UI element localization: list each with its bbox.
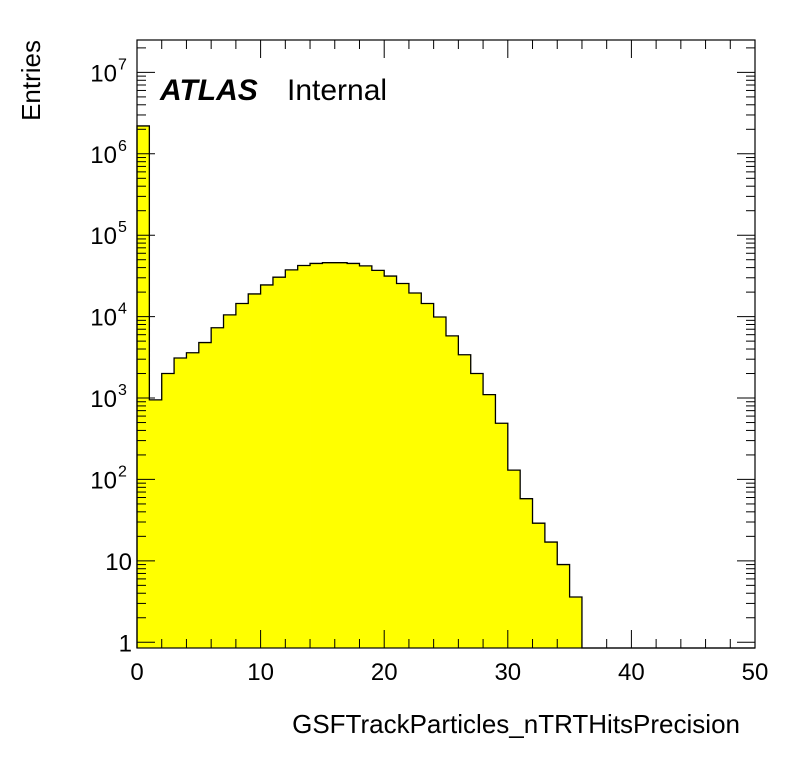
y-tick-label: 10 <box>90 223 117 250</box>
histogram-bar <box>446 335 459 648</box>
x-tick-label: 20 <box>371 659 398 686</box>
histogram-bar <box>137 125 150 649</box>
histogram-bar <box>223 314 237 648</box>
histogram-bar <box>161 373 175 648</box>
x-tick-label: 0 <box>130 659 143 686</box>
y-tick-exponent: 7 <box>118 56 127 73</box>
histogram-bar <box>371 270 385 648</box>
histogram-bar <box>433 316 447 648</box>
y-tick-label: 10 <box>90 305 117 332</box>
y-tick-label: 1 <box>119 630 132 657</box>
x-tick-label: 10 <box>247 659 274 686</box>
histogram-bar <box>186 352 200 648</box>
y-tick-label: 10 <box>90 142 117 169</box>
histogram-bar <box>322 262 336 648</box>
histogram-bar <box>569 596 583 648</box>
histogram-bar <box>507 470 521 648</box>
y-tick-exponent: 2 <box>118 463 127 480</box>
histogram-bar <box>297 265 311 648</box>
histogram-bar <box>285 269 299 648</box>
histogram-bars <box>136 125 755 649</box>
x-tick-label: 40 <box>618 659 645 686</box>
x-tick-label: 30 <box>494 659 521 686</box>
y-axis-title: Entries <box>16 40 46 121</box>
histogram-bar <box>347 263 360 648</box>
y-tick-label: 10 <box>90 386 117 413</box>
plot-frame <box>136 39 756 649</box>
y-tick-exponent: 3 <box>118 382 127 399</box>
histogram-bar <box>470 373 484 648</box>
histogram-bar <box>495 423 509 648</box>
histogram-bar <box>557 564 570 648</box>
histogram-bar <box>384 276 397 648</box>
axis-ticks <box>136 40 756 648</box>
histogram-bar <box>396 283 410 648</box>
atlas-label: ATLAS <box>159 74 258 107</box>
histogram-bar <box>458 354 472 648</box>
x-tick-labels: 0 10 20 30 40 50 <box>130 659 768 686</box>
histogram-bar <box>248 293 261 648</box>
histogram-bar <box>198 342 212 648</box>
histogram-bar <box>359 265 373 648</box>
y-tick-exponent: 4 <box>118 301 127 318</box>
histogram-bar <box>211 327 224 648</box>
histogram-bar <box>149 399 163 648</box>
y-tick-exponent: 5 <box>118 219 127 236</box>
histogram-outline <box>136 125 755 649</box>
histogram-bar <box>544 542 558 648</box>
histogram-bar <box>408 293 422 648</box>
x-axis-title: GSFTrackParticles_nTRTHitsPrecision <box>292 709 740 739</box>
histogram-bar <box>260 284 274 648</box>
histogram-bar <box>334 262 348 648</box>
y-tick-label: 10 <box>90 467 117 494</box>
histogram-bar <box>532 523 546 648</box>
y-tick-label: 10 <box>105 549 132 576</box>
histogram-bar <box>174 358 187 648</box>
histogram-bar <box>310 263 323 648</box>
histogram-bar <box>520 498 533 648</box>
y-tick-label: 10 <box>90 60 117 87</box>
internal-label: Internal <box>287 74 387 107</box>
histogram-bar <box>483 394 496 648</box>
x-tick-label: 50 <box>742 659 769 686</box>
y-tick-exponent: 6 <box>118 138 127 155</box>
histogram-bar <box>421 303 435 648</box>
histogram-bar <box>235 303 249 648</box>
histogram-bar <box>272 277 286 648</box>
